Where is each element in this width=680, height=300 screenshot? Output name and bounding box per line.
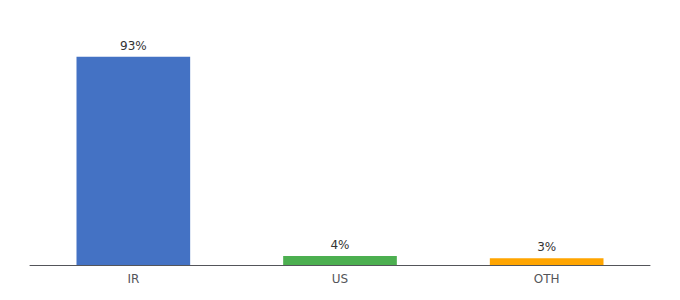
svg-text:4%: 4% bbox=[330, 238, 349, 252]
svg-text:93%: 93% bbox=[120, 39, 147, 53]
svg-text:3%: 3% bbox=[537, 240, 556, 254]
svg-text:US: US bbox=[332, 272, 348, 286]
svg-text:OTH: OTH bbox=[534, 272, 560, 286]
svg-text:IR: IR bbox=[127, 272, 139, 286]
